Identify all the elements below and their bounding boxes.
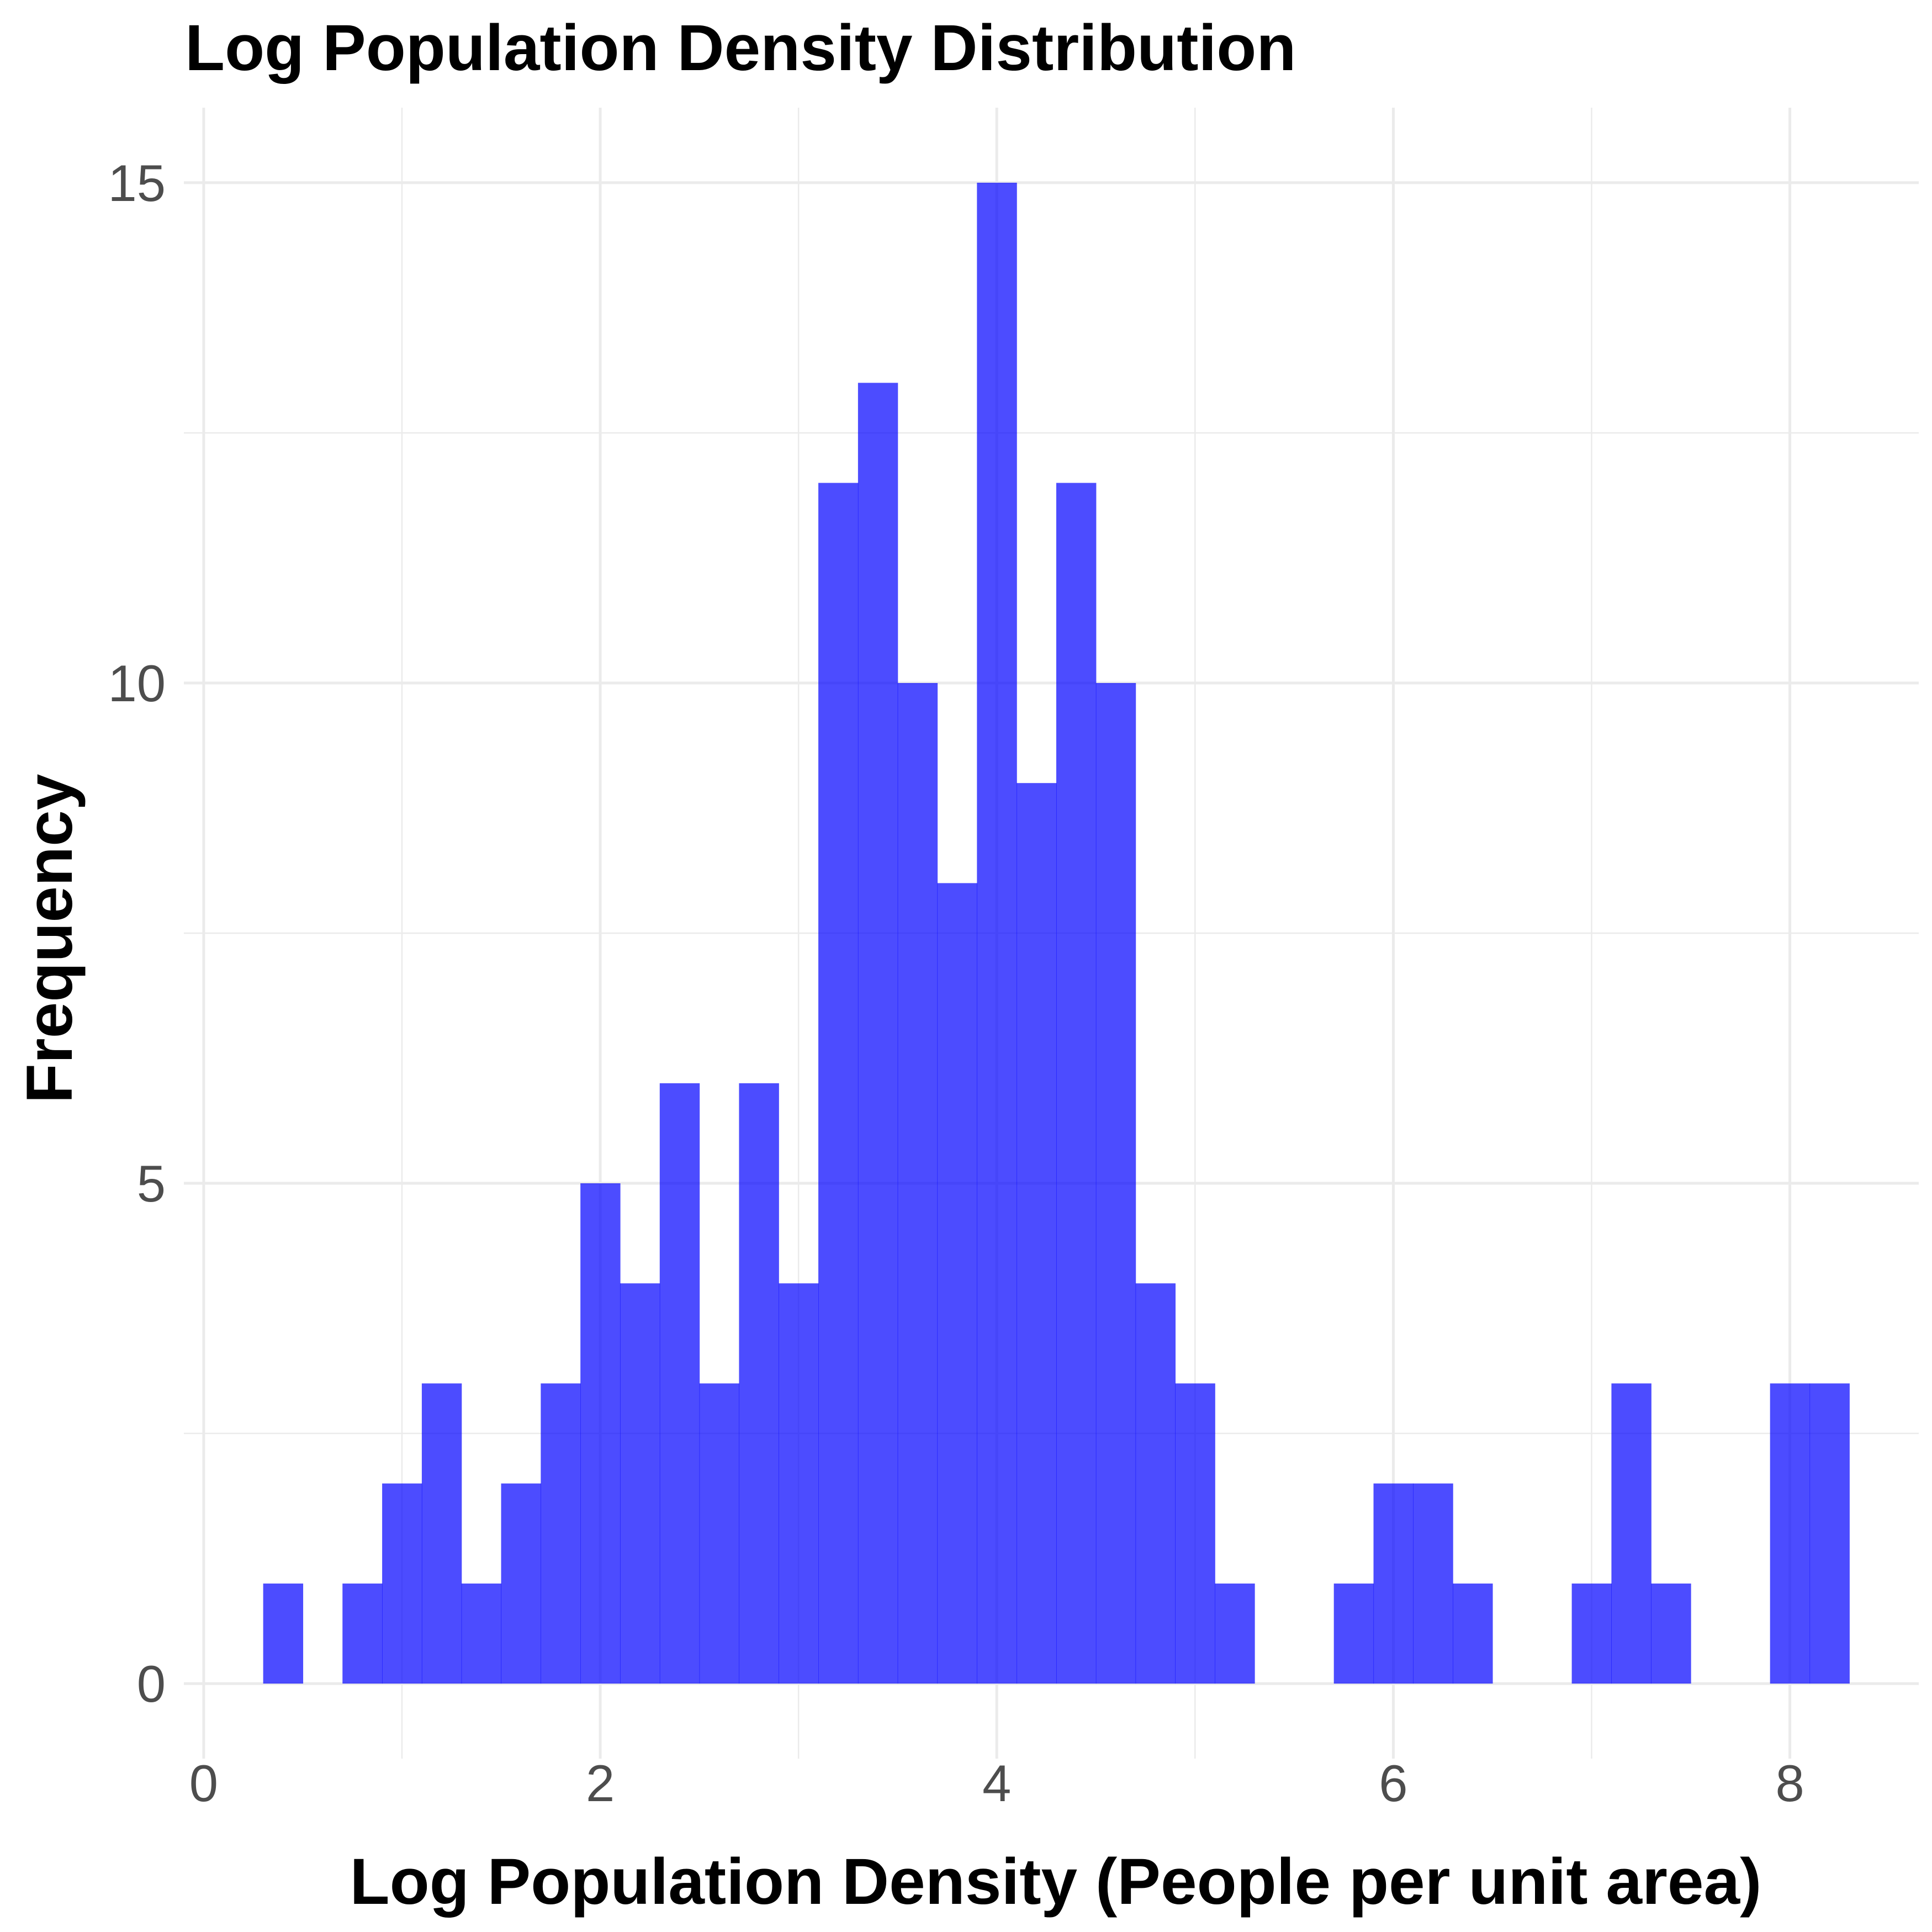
histogram-bar	[1373, 1483, 1414, 1684]
histogram-bar	[580, 1183, 621, 1684]
histogram-bar	[1056, 483, 1097, 1684]
histogram-bar	[1571, 1583, 1612, 1684]
histogram-bar	[620, 1283, 660, 1684]
histogram-bar	[1651, 1583, 1691, 1684]
histogram-bar	[779, 1283, 819, 1684]
histogram-bar	[858, 383, 898, 1684]
histogram-bar	[1017, 783, 1057, 1684]
histogram-bar	[1095, 682, 1136, 1684]
histogram-bar	[501, 1483, 541, 1684]
histogram-bar	[1215, 1583, 1255, 1684]
x-tick-label: 4	[982, 1754, 1011, 1812]
histogram-bar	[1453, 1583, 1493, 1684]
histogram-bar	[1611, 1383, 1652, 1684]
y-axis-ticks: 0 5 10 15	[108, 154, 166, 1713]
histogram-bars	[263, 182, 1850, 1684]
histogram-bar	[263, 1583, 304, 1684]
histogram-bar	[1135, 1283, 1176, 1684]
x-tick-label: 6	[1379, 1754, 1407, 1812]
x-axis-ticks: 0 2 4 6 8	[189, 1754, 1804, 1812]
y-tick-label: 5	[137, 1155, 166, 1213]
y-tick-label: 0	[137, 1655, 166, 1713]
x-tick-label: 8	[1775, 1754, 1804, 1812]
y-tick-label: 15	[108, 154, 166, 212]
histogram-bar	[1175, 1383, 1215, 1684]
histogram-bar	[818, 483, 859, 1684]
histogram-bar	[461, 1583, 502, 1684]
histogram-bar	[699, 1383, 740, 1684]
histogram-bar	[1413, 1483, 1453, 1684]
histogram-bar	[1333, 1583, 1374, 1684]
histogram-bar	[382, 1483, 422, 1684]
y-tick-label: 10	[108, 654, 166, 712]
histogram-bar	[1770, 1383, 1811, 1684]
y-axis-title: Frequency	[13, 774, 86, 1104]
chart-title: Log Population Density Distribution	[185, 12, 1296, 84]
x-axis-title: Log Population Density (People per unit …	[350, 1845, 1762, 1918]
histogram-bar	[937, 883, 977, 1684]
histogram-bar	[421, 1383, 462, 1684]
x-tick-label: 2	[586, 1754, 615, 1812]
histogram-bar	[897, 682, 938, 1684]
histogram-bar	[1809, 1383, 1850, 1684]
histogram-bar	[541, 1383, 581, 1684]
x-tick-label: 0	[189, 1754, 218, 1812]
histogram-bar	[739, 1083, 779, 1684]
histogram-bar	[977, 182, 1017, 1684]
histogram-bar	[342, 1583, 383, 1684]
histogram-bar	[659, 1083, 700, 1684]
